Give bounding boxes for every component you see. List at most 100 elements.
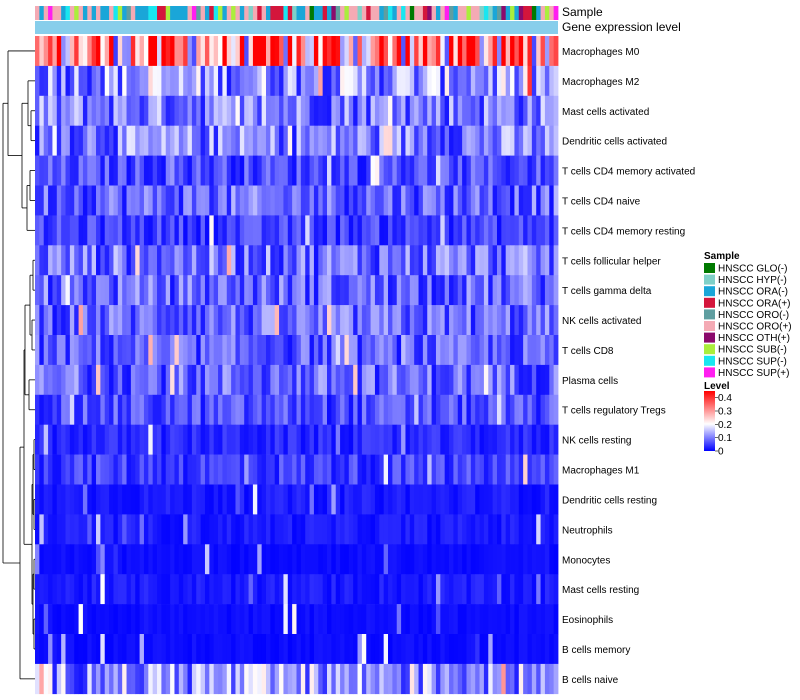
heatmap-cell — [187, 335, 193, 366]
heatmap-cell — [518, 215, 524, 246]
heatmap-cell — [52, 424, 58, 455]
heatmap-cell — [152, 394, 158, 425]
heatmap-cell — [427, 125, 433, 156]
heatmap-cell — [39, 544, 45, 575]
heatmap-cell — [501, 424, 507, 455]
heatmap-cell — [544, 275, 550, 306]
heatmap-cell — [313, 424, 319, 455]
heatmap-cell — [65, 454, 71, 485]
heatmap-cell — [143, 364, 149, 396]
heatmap-cell — [313, 305, 319, 336]
heatmap-cell — [357, 574, 363, 605]
sample-cell — [409, 6, 415, 20]
heatmap-cell — [161, 394, 167, 425]
heatmap-cell — [61, 36, 66, 67]
heatmap-cell — [370, 394, 376, 425]
heatmap-cell — [483, 394, 489, 425]
heatmap-cell — [91, 514, 97, 545]
heatmap-cell — [475, 604, 480, 635]
heatmap-cell — [139, 604, 145, 635]
heatmap-cell — [283, 544, 289, 575]
heatmap-cell — [462, 394, 467, 425]
heatmap-cell — [87, 305, 93, 336]
heatmap-cell — [313, 275, 319, 306]
heatmap-cell — [148, 36, 154, 67]
heatmap-cell — [313, 454, 319, 485]
heatmap-cell — [414, 604, 419, 635]
heatmap-cell — [453, 95, 459, 126]
heatmap-cell — [161, 95, 167, 126]
heatmap-cell — [209, 185, 215, 216]
heatmap-cell — [48, 305, 53, 336]
sample-cell — [96, 6, 101, 20]
heatmap-cell — [96, 574, 101, 605]
heatmap-cell — [536, 604, 541, 635]
heatmap-cell — [449, 604, 454, 635]
heatmap-cell — [361, 335, 367, 366]
heatmap-cell — [327, 424, 332, 455]
heatmap-cell — [370, 335, 376, 366]
heatmap-cell — [100, 245, 106, 276]
heatmap-cell — [65, 394, 71, 425]
heatmap-cell — [130, 95, 136, 126]
heatmap-cell — [322, 275, 328, 306]
heatmap-cell — [501, 574, 507, 605]
heatmap-cell — [374, 155, 380, 186]
heatmap-cell — [165, 155, 171, 186]
heatmap-cell — [523, 215, 528, 246]
heatmap-cell — [96, 394, 101, 425]
heatmap-cell — [170, 305, 175, 336]
heatmap-cell — [444, 65, 450, 97]
heatmap-cell — [488, 335, 494, 366]
heatmap-cell — [357, 514, 363, 545]
heatmap-cell — [383, 604, 389, 635]
heatmap-cell — [531, 394, 537, 425]
heatmap-cell — [283, 424, 289, 455]
heatmap-cell — [483, 155, 489, 186]
heatmap-cell — [174, 335, 180, 366]
heatmap-cell — [139, 245, 145, 276]
heatmap-cell — [218, 514, 223, 545]
heatmap-cell — [113, 125, 119, 156]
sample-cell — [383, 6, 389, 20]
heatmap-cell — [222, 36, 228, 67]
heatmap-cell — [248, 65, 254, 97]
heatmap-cell — [174, 245, 180, 276]
heatmap-cell — [300, 245, 306, 276]
heatmap-cell — [431, 36, 437, 67]
heatmap-cell — [501, 484, 507, 515]
heatmap-cell — [440, 95, 446, 126]
heatmap-cell — [466, 185, 472, 216]
heatmap-cell — [235, 155, 241, 186]
sample-cell — [544, 6, 550, 20]
heatmap-cell — [209, 36, 215, 67]
heatmap-cell — [479, 335, 485, 366]
heatmap-cell — [496, 185, 502, 216]
heatmap-cell — [96, 36, 101, 67]
heatmap-cell — [265, 394, 271, 425]
heatmap-cell — [82, 215, 88, 246]
heatmap-cell — [218, 155, 223, 186]
heatmap-cell — [287, 36, 293, 67]
heatmap-cell — [226, 275, 232, 306]
heatmap-cell — [383, 424, 389, 455]
sample-legend-title: Sample — [704, 251, 740, 262]
heatmap-cell — [135, 544, 140, 575]
heatmap-cell — [388, 663, 393, 695]
heatmap-cell — [248, 604, 254, 635]
heatmap-cell — [43, 604, 49, 635]
heatmap-cell — [540, 305, 546, 336]
heatmap-cell — [209, 634, 215, 665]
heatmap-cell — [39, 663, 45, 695]
heatmap-cell — [501, 335, 507, 366]
heatmap-cell — [514, 335, 520, 366]
heatmap-cell — [405, 574, 411, 605]
heatmap-cell — [361, 125, 367, 156]
heatmap-cell — [130, 604, 136, 635]
heatmap-cell — [191, 215, 197, 246]
heatmap-cell — [139, 484, 145, 515]
heatmap-cell — [82, 305, 88, 336]
heatmap-cell — [43, 364, 49, 396]
heatmap-cell — [274, 424, 280, 455]
heatmap-cell — [483, 514, 489, 545]
